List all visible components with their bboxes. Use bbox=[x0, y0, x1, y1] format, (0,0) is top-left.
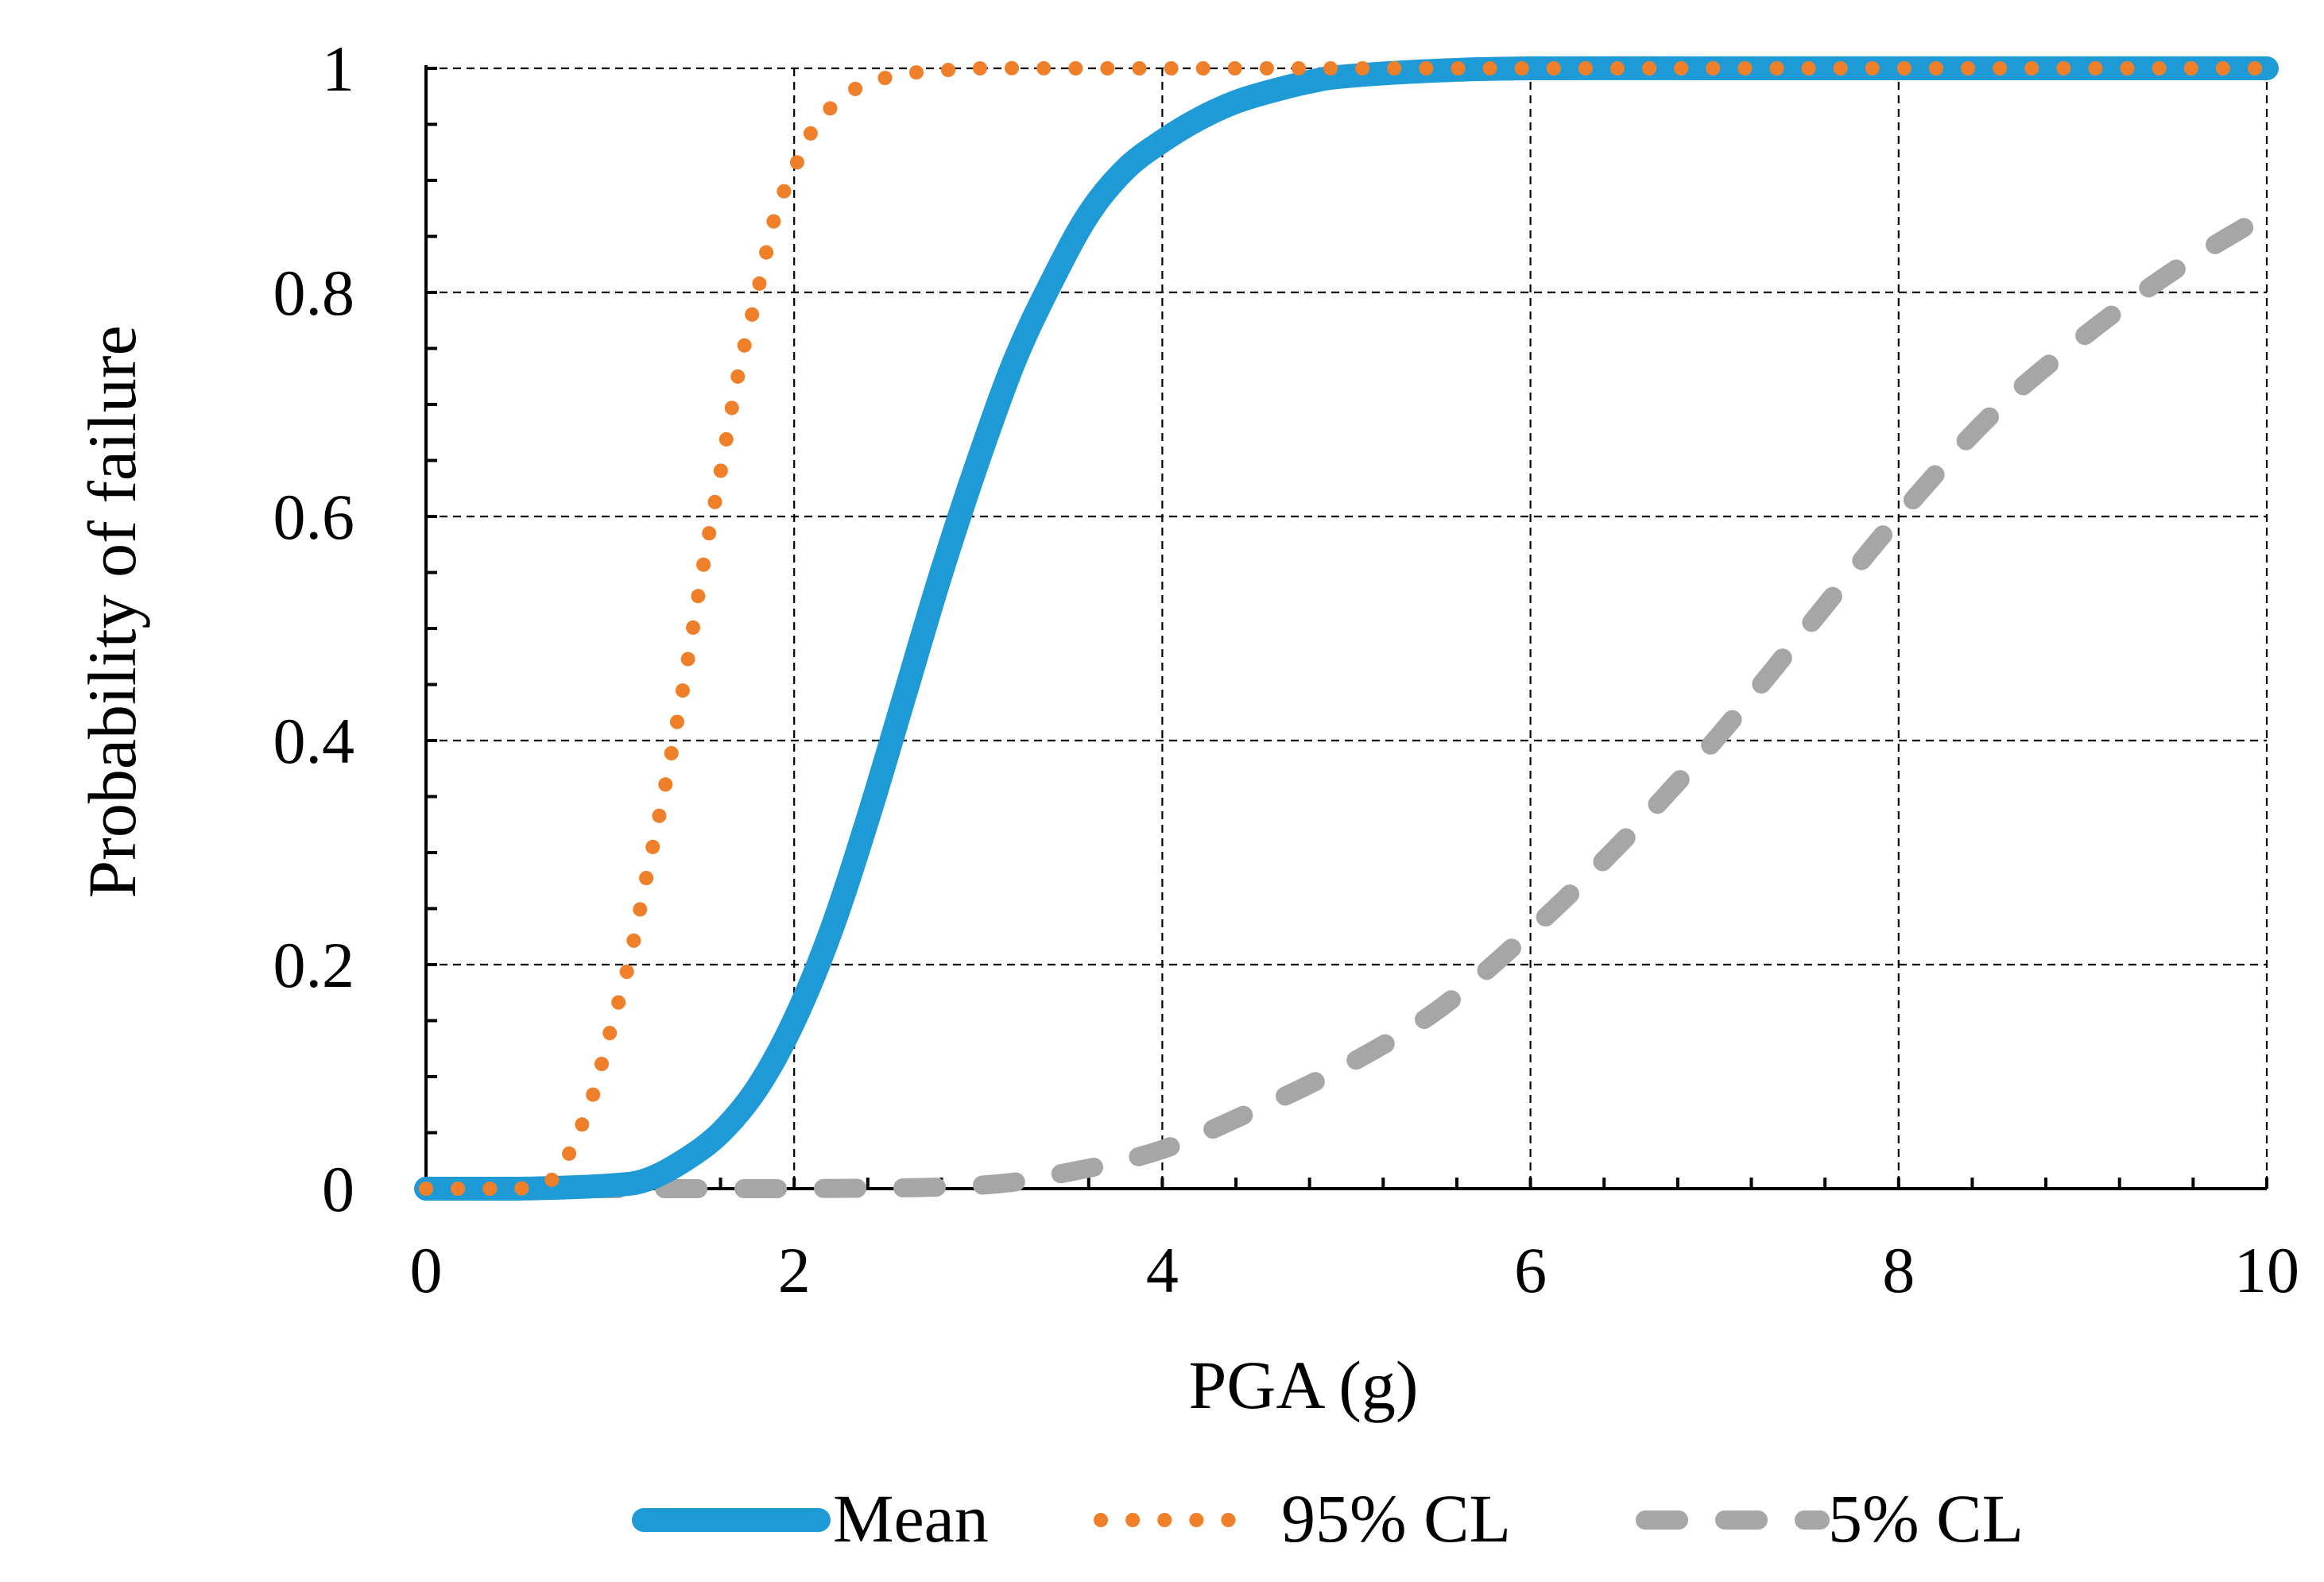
series-line-95-cl bbox=[419, 60, 2274, 1197]
y-tick-label-0: 0 bbox=[322, 1153, 354, 1225]
y-tick-label-3: 0.6 bbox=[273, 481, 355, 553]
legend-label-mean: Mean bbox=[833, 1480, 989, 1557]
y-tick-label-5: 1 bbox=[322, 33, 354, 105]
x-tick-label-5: 10 bbox=[2234, 1234, 2299, 1306]
y-tick-label-1: 0.2 bbox=[273, 929, 355, 1001]
y-tick-label-4: 0.8 bbox=[273, 257, 355, 329]
legend-label-95-cl: 95% CL bbox=[1281, 1480, 1511, 1557]
x-tick-label-1: 2 bbox=[778, 1234, 811, 1306]
series-line-mean bbox=[414, 56, 2279, 1201]
series-line-5-cl bbox=[416, 204, 2276, 1199]
tick-labels: 0 2 4 6 8 10 0 0.2 0.4 0.6 0.8 1 bbox=[273, 33, 2300, 1306]
grid-lines bbox=[426, 67, 2268, 1189]
legend-label-5-cl: 5% CL bbox=[1828, 1480, 2024, 1557]
y-tick-label-2: 0.4 bbox=[273, 705, 355, 777]
y-axis-title: Probability of failure bbox=[74, 325, 150, 898]
x-tick-label-2: 4 bbox=[1146, 1234, 1179, 1306]
x-tick-label-0: 0 bbox=[410, 1234, 443, 1306]
axes bbox=[424, 65, 2268, 1190]
legend: Mean 95% CL 5% CL bbox=[632, 1480, 2024, 1557]
data-series bbox=[414, 56, 2279, 1201]
x-tick-label-4: 8 bbox=[1882, 1234, 1915, 1306]
x-axis-title: PGA (g) bbox=[1188, 1347, 1418, 1423]
x-tick-label-3: 6 bbox=[1514, 1234, 1547, 1306]
